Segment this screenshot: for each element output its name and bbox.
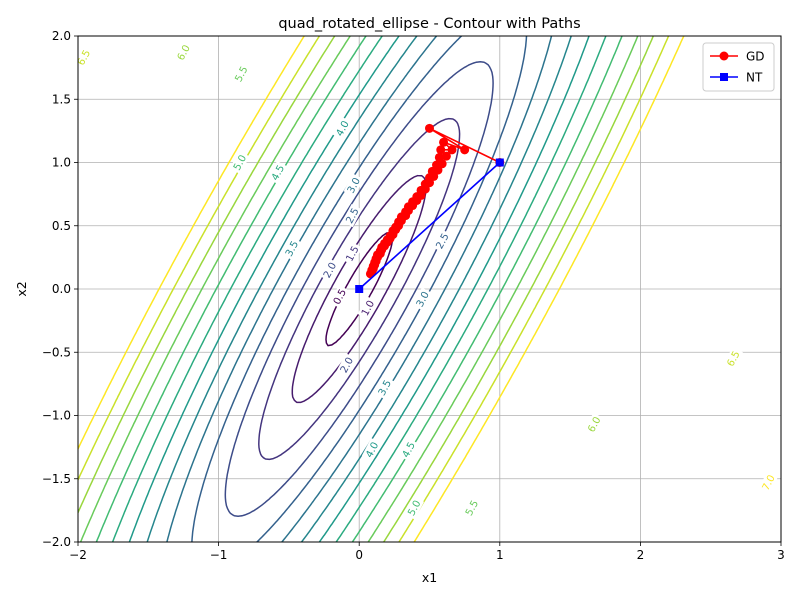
contour-line [79,36,639,542]
contour-label-bg [343,173,364,197]
contour-label-bg [173,40,194,65]
contour-label-bg [584,412,604,437]
x-tick-label: −2 [69,548,87,562]
series-point-gd [425,123,434,133]
contour-line [258,117,461,461]
y-tick-label: 2.0 [52,29,71,43]
contour-label-bg [329,284,350,309]
x-tick-label: 0 [355,548,363,562]
series-point-gd [460,145,470,155]
y-tick-label: 1.5 [52,92,71,106]
contour-line [128,36,590,542]
contour-label-bg [361,438,382,462]
contour-label-bg [281,236,302,261]
legend-gd-marker [719,51,729,61]
contour-label-bg [412,287,433,311]
series-paths [355,123,505,293]
contour-label-bg [342,203,363,228]
x-tick-label: 1 [496,548,504,562]
contour-line [111,36,607,542]
y-tick-label: −0.5 [42,345,71,359]
y-tick-label: 1.0 [52,156,71,170]
contour-line [78,36,685,542]
contour-lines [78,36,685,542]
axis-ticks: −2 −1 0 1 2 3 −2.0 −1.5 −1.0 −0.5 0.0 0.5 1.0 1.5 2.0 [42,29,785,562]
y-tick-label: 0.5 [52,219,71,233]
series-point-gd [439,137,449,147]
x-axis-label: x1 [422,570,437,585]
contour-label-bg [461,496,482,520]
x-tick-label: 2 [637,548,645,562]
y-tick-label: −2.0 [42,535,71,549]
series-point-gd [436,145,446,155]
contour-label-bg [342,241,363,266]
contour-label-bg [73,45,94,70]
y-tick-label: −1.5 [42,472,71,486]
contour-label-bg [229,150,250,175]
contour-label-bg [398,438,419,462]
contour-line [146,36,572,542]
series-line-nt [358,161,501,290]
chart-title: quad_rotated_ellipse - Contour with Path… [278,16,580,32]
contour-label-bg [404,496,425,520]
contour-line [78,36,670,542]
contour-line [166,36,553,542]
series-point-gd [441,151,451,161]
contour-label-bg [758,470,779,495]
contour-label-bg [432,229,453,253]
x-tick-label: 3 [777,548,785,562]
contour-label-bg [723,346,744,371]
contour-label-bg [357,296,378,320]
contour-label-bg [374,376,395,400]
legend-nt-marker [720,73,728,81]
series-point-nt [355,285,364,293]
contour-label-bg [336,353,357,377]
contour-line [191,36,528,542]
contour-label-bg [267,160,288,185]
contour-label-bg [332,116,353,140]
contour-label-bg [319,258,340,282]
contour-label-bg [231,62,252,86]
legend-nt-label: NT [746,71,763,85]
y-axis-label: x2 [14,281,29,296]
x-tick-label: −1 [210,548,228,562]
legend-gd-label: GD [746,50,765,64]
contour-line [95,36,623,542]
contour-line [224,60,494,518]
contour-line [78,36,655,542]
y-tick-label: 0.0 [52,282,71,296]
legend: GD NT [702,42,775,92]
series-point-nt [495,158,504,167]
y-tick-label: −1.0 [42,409,71,423]
series-point-gd [447,145,457,155]
